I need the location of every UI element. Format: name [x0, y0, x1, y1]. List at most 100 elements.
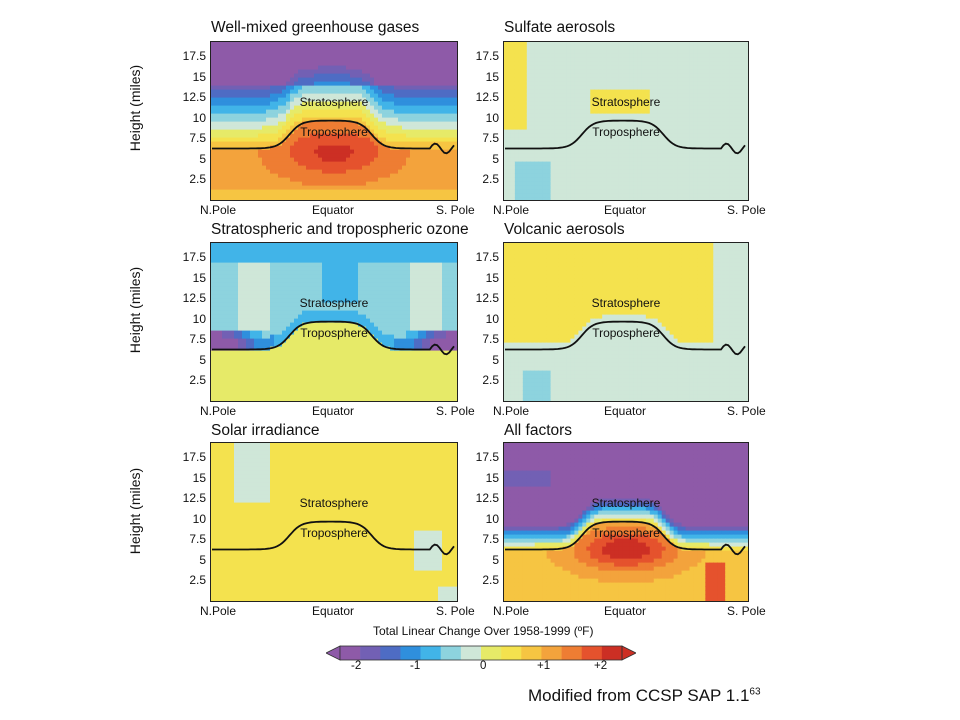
heatmap-cell — [629, 137, 635, 142]
heatmap-cell — [721, 89, 726, 94]
heatmap-cell — [701, 41, 706, 46]
heatmap-cell — [410, 157, 415, 162]
heatmap-cell — [570, 97, 576, 102]
heatmap-cell — [574, 165, 579, 170]
heatmap-cell — [510, 137, 516, 142]
heatmap-cell — [254, 169, 259, 174]
heatmap-cell — [394, 121, 399, 126]
heatmap-cell — [214, 77, 219, 82]
heatmap-cell — [426, 77, 431, 82]
heatmap-cell — [334, 165, 339, 170]
heatmap-cell — [653, 137, 659, 142]
heatmap-cell — [562, 97, 568, 102]
heatmap-cell — [394, 73, 399, 78]
heatmap-cell — [422, 161, 427, 166]
heatmap-cell — [741, 177, 746, 182]
heatmap-cell — [641, 53, 647, 58]
heatmap-cell — [514, 181, 520, 186]
heatmap-cell — [378, 49, 383, 54]
heatmap-cell — [677, 109, 683, 114]
heatmap-cell — [641, 61, 647, 66]
heatmap-cell — [546, 161, 552, 166]
heatmap-cell — [618, 45, 623, 50]
heatmap-cell — [626, 69, 631, 74]
heatmap-cell — [306, 161, 311, 166]
heatmap-cell — [210, 129, 215, 134]
heatmap-cell — [713, 121, 718, 126]
heatmap-cell — [314, 93, 319, 98]
heatmap-cell — [442, 65, 447, 70]
heatmap-cell — [382, 149, 387, 154]
heatmap-cell — [665, 101, 671, 106]
heatmap-cell — [218, 109, 223, 114]
heatmap-cell — [586, 129, 591, 134]
heatmap-cell — [510, 161, 516, 166]
heatmap-cell — [318, 65, 323, 70]
heatmap-cell — [218, 105, 223, 110]
heatmap-cell — [709, 141, 714, 146]
heatmap-cell — [745, 105, 749, 110]
heatmap-cell — [546, 189, 552, 194]
heatmap-cell — [574, 53, 579, 58]
heatmap-cell — [725, 177, 730, 182]
heatmap-cell — [633, 169, 639, 174]
heatmap-cell — [450, 109, 455, 114]
heatmap-cell — [633, 185, 639, 190]
heatmap-cell — [693, 105, 699, 110]
heatmap-cell — [402, 109, 407, 114]
heatmap-cell — [546, 77, 552, 82]
heatmap-cell — [633, 61, 639, 66]
heatmap-cell — [733, 89, 738, 94]
heatmap-cell — [334, 137, 339, 142]
heatmap-cell — [614, 125, 619, 130]
heatmap-cell — [226, 81, 231, 86]
heatmap-cell — [322, 153, 327, 158]
heatmap-cell — [422, 121, 427, 126]
heatmap-cell — [622, 105, 627, 110]
heatmap-cell — [418, 149, 423, 154]
tropopause-line — [212, 119, 455, 155]
heatmap-cell — [298, 117, 303, 122]
heatmap-cell — [653, 157, 659, 162]
heatmap-cell — [410, 69, 415, 74]
heatmap-cell — [697, 189, 702, 194]
heatmap-cell — [246, 89, 251, 94]
heatmap-cell — [238, 149, 243, 154]
heatmap-cell — [705, 177, 710, 182]
heatmap-cell — [318, 197, 323, 201]
heatmap-cell — [618, 53, 623, 58]
heatmap-cell — [378, 109, 383, 114]
heatmap-cell — [737, 161, 742, 166]
heatmap-cell — [566, 73, 572, 78]
heatmap-cell — [510, 81, 516, 86]
heatmap-cell — [637, 189, 643, 194]
heatmap-cell — [242, 165, 247, 170]
heatmap-cell — [314, 189, 319, 194]
heatmap-cell — [582, 145, 587, 150]
heatmap-cell — [709, 193, 714, 198]
heatmap-cell — [626, 177, 631, 182]
heatmap-cell — [685, 141, 691, 146]
heatmap-cell — [266, 89, 271, 94]
heatmap-cell — [713, 181, 718, 186]
heatmap-cell — [673, 165, 679, 170]
heatmap-cell — [330, 161, 335, 166]
heatmap-cell — [578, 137, 583, 142]
heatmap-cell — [582, 81, 587, 86]
heatmap-cell — [282, 189, 287, 194]
heatmap-cell — [510, 129, 516, 134]
heatmap-cell — [558, 181, 564, 186]
heatmap-cell — [214, 61, 219, 66]
heatmap-cell — [342, 129, 347, 134]
heatmap-cell — [354, 69, 359, 74]
heatmap-cell — [278, 193, 283, 198]
heatmap-cell — [717, 49, 722, 54]
heatmap-cell — [338, 61, 343, 66]
heatmap-cell — [745, 65, 749, 70]
heatmap-cell — [286, 149, 291, 154]
heatmap-cell — [622, 65, 627, 70]
heatmap-cell — [390, 85, 395, 90]
heatmap-cell — [522, 145, 528, 150]
heatmap-cell — [506, 57, 512, 62]
heatmap-cell — [378, 149, 383, 154]
